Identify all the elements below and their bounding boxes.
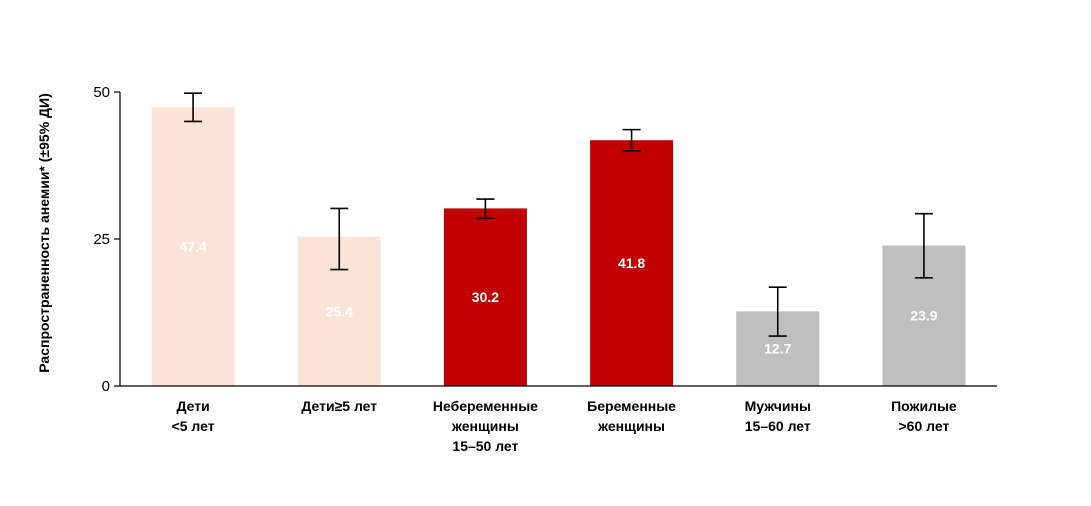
data-label: 47.4 <box>179 239 206 255</box>
bar <box>151 107 235 387</box>
y-tick-label: 50 <box>93 84 110 101</box>
category-labels-layer: Дети <5 лет Дети≥5 лет Небеременные женщины 1… <box>172 398 957 454</box>
y-tick-label: 25 <box>93 231 110 248</box>
bar <box>590 140 674 386</box>
data-labels-layer: 47.4 25.4 30.2 41.8 12.7 23.9 <box>179 239 937 357</box>
data-label: 23.9 <box>910 308 937 324</box>
y-ticks-layer: 0 25 50 <box>93 84 120 395</box>
data-label: 41.8 <box>618 255 645 271</box>
data-label: 30.2 <box>472 289 499 305</box>
category-label: Беременные <box>587 398 676 414</box>
data-label: 12.7 <box>764 341 791 357</box>
data-label: 25.4 <box>326 303 353 319</box>
category-label: 15–50 лет <box>452 438 518 454</box>
category-label: <5 лет <box>172 418 215 434</box>
category-label: Мужчины <box>745 398 811 414</box>
y-axis-title: Распространенность анемии* (±95% ДИ) <box>36 93 52 372</box>
error-bars-layer <box>184 92 933 337</box>
y-tick-label: 0 <box>102 378 110 395</box>
category-label: >60 лет <box>899 418 950 434</box>
category-label: Дети≥5 лет <box>301 398 377 414</box>
category-label: Пожилые <box>891 398 957 414</box>
bar <box>443 208 527 386</box>
category-label: Дети <box>176 398 209 414</box>
bars-layer <box>151 107 966 387</box>
category-label: женщины <box>597 418 665 434</box>
category-label: Небеременные <box>433 398 538 414</box>
category-label: женщины <box>451 418 519 434</box>
category-label: 15–60 лет <box>745 418 811 434</box>
